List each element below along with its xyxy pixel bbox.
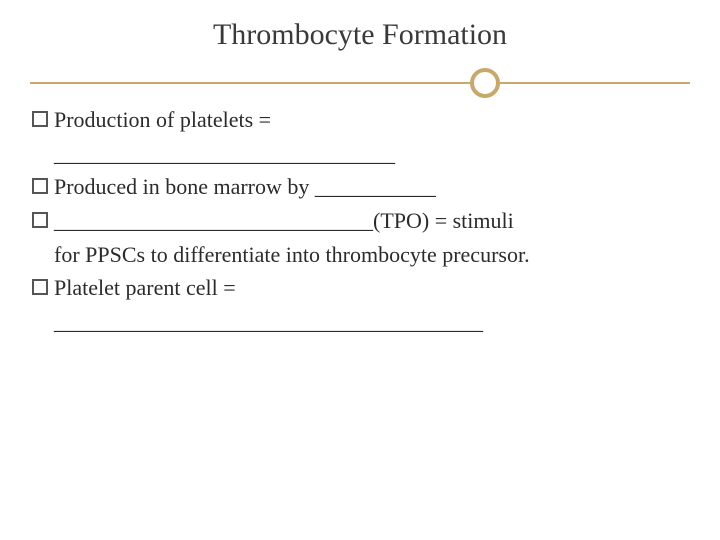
square-bullet-icon [32,279,48,295]
divider-line [30,82,690,84]
fill-blank-line: _______________________________________ [32,307,688,337]
square-bullet-icon [32,111,48,127]
bullet-text: Produced in bone marrow by ___________ [54,172,688,202]
bullet-text: Platelet parent cell = [54,273,688,303]
square-bullet-icon [32,212,48,228]
bullet-item: Produced in bone marrow by ___________ [32,172,688,202]
slide-title: Thrombocyte Formation [0,18,720,52]
bullet-item: _____________________________(TPO) = sti… [32,206,688,236]
bullet-item: Production of platelets = [32,105,688,135]
bullet-text: _____________________________(TPO) = sti… [54,206,688,236]
bullet-text: Production of platelets = [54,105,688,135]
divider-ring-icon [470,68,500,98]
title-divider [0,68,720,98]
content-area: Production of platelets = ______________… [32,105,688,341]
fill-blank-line: _______________________________ [32,139,688,169]
bullet-continuation: for PPSCs to differentiate into thromboc… [32,240,688,270]
square-bullet-icon [32,178,48,194]
bullet-item: Platelet parent cell = [32,273,688,303]
slide: Thrombocyte Formation Production of plat… [0,0,720,540]
